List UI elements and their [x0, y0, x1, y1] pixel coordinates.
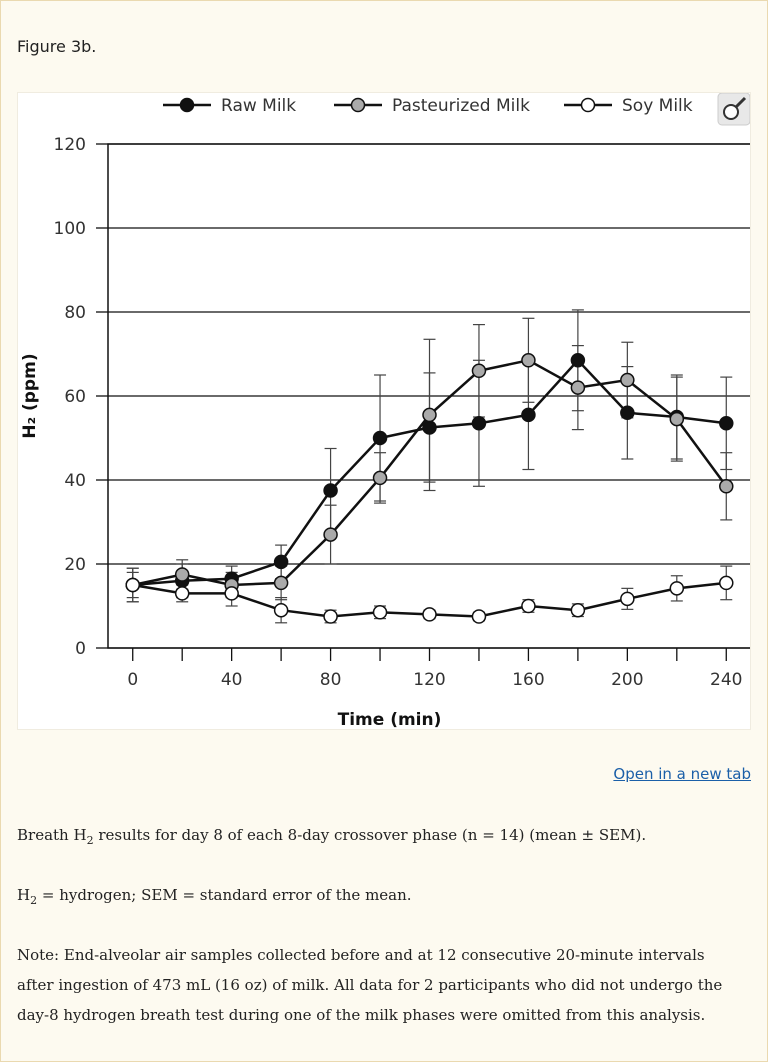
- caption: Breath H2 results for day 8 of each 8-da…: [17, 820, 742, 856]
- x-tick-label: 120: [413, 670, 445, 690]
- data-point: [620, 405, 635, 421]
- data-point: [471, 416, 487, 431]
- legend-label: Soy Milk: [622, 96, 693, 116]
- data-point: [174, 567, 190, 582]
- data-point: [570, 380, 586, 395]
- legend-item: Soy Milk: [564, 96, 693, 116]
- y-axis-label: H₂ (ppm): [20, 353, 40, 438]
- y-tick-label: 0: [75, 639, 86, 659]
- data-point: [570, 602, 586, 618]
- y-tick-label: 120: [54, 135, 86, 155]
- data-point: [570, 353, 586, 368]
- caption-subscript: 2: [30, 894, 38, 907]
- data-point: [125, 577, 140, 593]
- legend-item: Raw Milk: [163, 96, 296, 116]
- data-point: [273, 554, 289, 570]
- data-point: [719, 416, 734, 431]
- data-point: [323, 609, 338, 624]
- data-point: [620, 372, 635, 388]
- caption-definition: H2 = hydrogen; SEM = standard error of t…: [17, 880, 742, 916]
- data-point: [224, 586, 239, 601]
- legend-marker: [580, 97, 596, 113]
- x-tick-label: 0: [127, 670, 138, 690]
- data-point: [323, 483, 338, 498]
- legend-label: Raw Milk: [221, 96, 296, 116]
- legend-label: Pasteurized Milk: [392, 96, 530, 116]
- y-tick-label: 40: [64, 471, 86, 491]
- legend-item: Pasteurized Milk: [334, 96, 530, 116]
- data-point: [471, 363, 487, 379]
- caption-subscript: 2: [86, 834, 94, 847]
- y-tick-label: 60: [64, 387, 86, 407]
- data-point: [669, 581, 685, 596]
- caption-text: Breath H: [17, 826, 87, 844]
- x-tick-label: 200: [611, 670, 643, 690]
- caption-note: Note: End-alveolar air samples collected…: [17, 946, 723, 1024]
- data-point: [273, 602, 289, 618]
- data-point: [174, 586, 190, 601]
- data-point: [422, 420, 437, 435]
- data-point: [422, 607, 437, 622]
- chart: 0 20 40 60 80 100 120 0 40 80 120 160 200 240 Time (mi…: [20, 92, 752, 730]
- caption-text: = hydrogen; SEM = standard error of the …: [37, 886, 412, 904]
- legend-marker: [350, 97, 366, 113]
- data-point: [669, 411, 685, 427]
- legend-marker: [179, 97, 195, 113]
- caption-text: H: [17, 886, 31, 904]
- data-point: [372, 605, 388, 620]
- x-tick-label: 240: [710, 670, 742, 690]
- y-tick-label: 100: [54, 219, 86, 239]
- data-point: [372, 430, 388, 446]
- x-tick-label: 40: [221, 670, 243, 690]
- data-point: [521, 353, 536, 368]
- data-point: [620, 591, 635, 607]
- figure-label: Figure 3b.: [17, 37, 97, 56]
- data-point: [521, 407, 536, 423]
- data-point: [422, 407, 437, 423]
- caption-text: results for day 8 of each 8-day crossove…: [93, 826, 647, 844]
- data-point: [273, 575, 289, 591]
- data-point: [323, 527, 338, 542]
- y-tick-label: 80: [64, 303, 86, 323]
- open-in-new-tab-link[interactable]: Open in a new tab: [613, 765, 751, 783]
- y-tick-label: 20: [64, 555, 86, 575]
- chart-container: 0 20 40 60 80 100 120 0 40 80 120 160 200 240 Time (mi…: [17, 92, 752, 730]
- zoom-icon[interactable]: [717, 92, 751, 126]
- data-point: [719, 479, 734, 494]
- x-axis-label: Time (min): [338, 710, 442, 729]
- x-tick-label: 80: [320, 670, 342, 690]
- x-tick-label: 160: [512, 670, 544, 690]
- data-point: [719, 575, 734, 591]
- data-point: [471, 609, 487, 624]
- data-point: [521, 598, 536, 614]
- data-point: [372, 470, 388, 486]
